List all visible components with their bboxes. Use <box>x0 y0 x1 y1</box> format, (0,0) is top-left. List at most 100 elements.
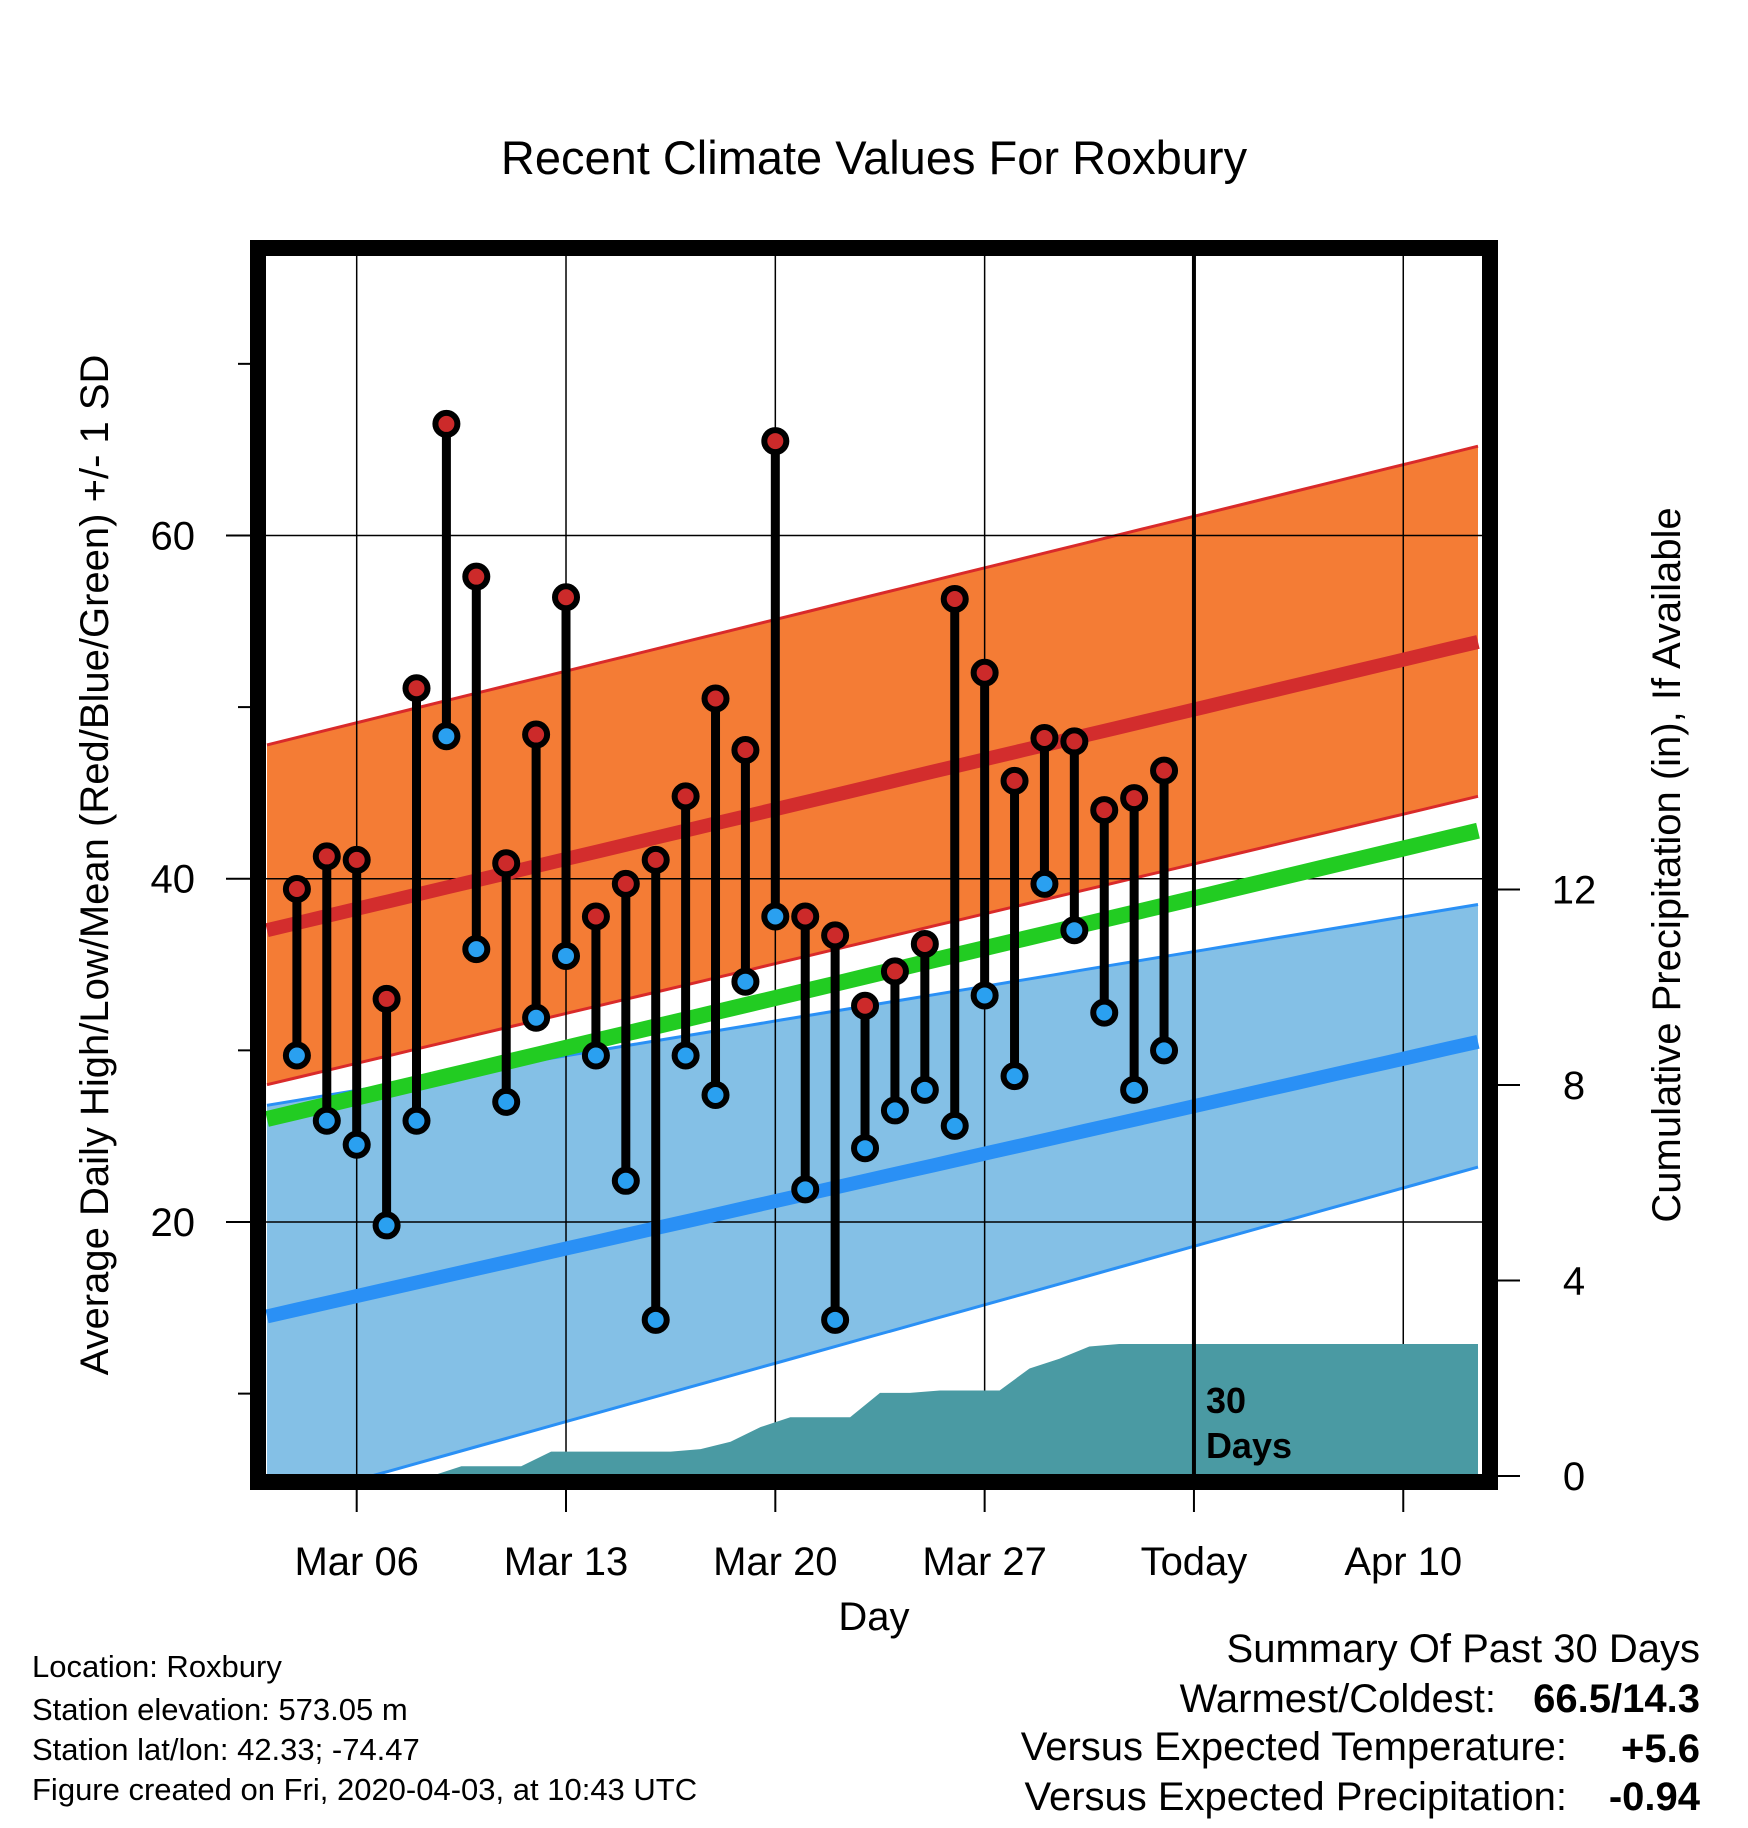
y-axis-label-right: Cumulative Precipitation (in), If Availa… <box>1645 507 1689 1222</box>
low-point <box>701 1080 730 1109</box>
high-point <box>940 584 969 613</box>
low-point <box>402 1106 431 1135</box>
low-point <box>312 1106 341 1135</box>
high-point <box>761 427 790 456</box>
plot-border <box>250 240 1498 1490</box>
low-point <box>611 1166 640 1195</box>
info-latlon: Station lat/lon: 42.33; -74.47 <box>32 1732 420 1767</box>
high-point <box>970 658 999 687</box>
high-point <box>1150 756 1179 785</box>
high-normal-band-lower-edge <box>266 794 1479 1087</box>
x-tick-label: Today <box>1141 1540 1248 1584</box>
summary-precip-label: Versus Expected Precipitation: <box>1024 1775 1567 1819</box>
y-tick-label-left: 60 <box>151 514 196 558</box>
low-point <box>851 1134 880 1163</box>
low-point <box>1120 1075 1149 1104</box>
summary-precip-value: -0.94 <box>1609 1775 1701 1819</box>
y-tick-label-right: 8 <box>1563 1064 1585 1108</box>
low-point <box>342 1130 371 1159</box>
high-point <box>1060 727 1089 756</box>
high-point <box>372 984 401 1013</box>
high-point <box>432 409 461 438</box>
low-point <box>552 941 581 970</box>
today-annotation-1: 30 <box>1206 1380 1246 1421</box>
high-point <box>880 957 909 986</box>
high-point <box>1000 766 1029 795</box>
low-point <box>791 1175 820 1204</box>
low-point <box>910 1075 939 1104</box>
y-tick-label-left: 40 <box>151 858 196 902</box>
info-location: Location: Roxbury <box>32 1649 282 1684</box>
low-point <box>282 1041 311 1070</box>
high-point <box>701 684 730 713</box>
summary-heading: Summary Of Past 30 Days <box>1227 1627 1700 1671</box>
summary-warm-cold-label: Warmest/Coldest: <box>1180 1677 1496 1721</box>
x-tick-label: Mar 13 <box>504 1540 629 1584</box>
low-point <box>1060 916 1089 945</box>
summary-warm-cold-value: 66.5/14.3 <box>1533 1677 1700 1721</box>
high-point <box>821 921 850 950</box>
precipitation-area <box>371 1344 1479 1476</box>
high-point <box>462 562 491 591</box>
low-point <box>522 1003 551 1032</box>
axes: 20 40 60 0 4 8 12 Mar 06 Mar 13 Mar 20 Mar 27 Today… <box>151 240 1597 1584</box>
low-point <box>641 1305 670 1334</box>
low-point <box>581 1041 610 1070</box>
y-tick-label-right: 12 <box>1552 868 1597 912</box>
high-normal-band-upper-edge <box>266 444 1479 747</box>
high-point <box>552 583 581 612</box>
high-point <box>282 875 311 904</box>
low-point <box>970 981 999 1010</box>
y-tick-label-right: 0 <box>1563 1455 1585 1499</box>
high-mean-line <box>265 635 1480 938</box>
low-point <box>1000 1062 1029 1091</box>
low-point <box>940 1111 969 1140</box>
y-tick-label-right: 4 <box>1563 1259 1585 1303</box>
high-point <box>791 902 820 931</box>
low-point <box>372 1211 401 1240</box>
high-point <box>851 991 880 1020</box>
low-normal-band-lower-edge <box>365 1165 1479 1476</box>
high-point <box>1030 723 1059 752</box>
high-point <box>641 845 670 874</box>
y-axis-label-left: Average Daily High/Low/Mean (Red/Blue/Gr… <box>73 355 117 1376</box>
summary-panel: Summary Of Past 30 Days Warmest/Coldest:… <box>1021 1627 1701 1819</box>
info-created: Figure created on Fri, 2020-04-03, at 10… <box>32 1772 697 1807</box>
high-point <box>1120 784 1149 813</box>
high-point <box>522 720 551 749</box>
high-point <box>910 929 939 958</box>
high-point <box>581 902 610 931</box>
high-point <box>342 845 371 874</box>
x-tick-label: Mar 27 <box>922 1540 1047 1584</box>
x-tick-label: Apr 10 <box>1344 1540 1462 1584</box>
high-point <box>611 869 640 898</box>
chart-title: Recent Climate Values For Roxbury <box>501 131 1248 184</box>
high-point <box>312 842 341 871</box>
x-tick-label: Mar 06 <box>294 1540 419 1584</box>
high-point <box>671 782 700 811</box>
low-mean-line <box>265 1034 1480 1324</box>
low-point <box>731 967 760 996</box>
low-point <box>462 935 491 964</box>
info-elevation: Station elevation: 573.05 m <box>32 1692 408 1727</box>
summary-temp-label: Versus Expected Temperature: <box>1021 1725 1567 1769</box>
x-tick-label: Mar 20 <box>713 1540 838 1584</box>
low-point <box>432 722 461 751</box>
x-axis-label: Day <box>838 1595 909 1639</box>
low-point <box>1090 998 1119 1027</box>
station-info: Location: Roxbury Station elevation: 573… <box>32 1649 697 1807</box>
mean-line <box>265 822 1480 1127</box>
high-point <box>492 849 521 878</box>
y-tick-label-left: 20 <box>151 1201 196 1245</box>
low-point <box>880 1096 909 1125</box>
low-point <box>761 902 790 931</box>
low-point <box>671 1041 700 1070</box>
low-point <box>1030 869 1059 898</box>
summary-temp-value: +5.6 <box>1621 1727 1700 1771</box>
low-point <box>821 1305 850 1334</box>
high-point <box>1090 796 1119 825</box>
low-point <box>1150 1036 1179 1065</box>
high-point <box>731 736 760 765</box>
